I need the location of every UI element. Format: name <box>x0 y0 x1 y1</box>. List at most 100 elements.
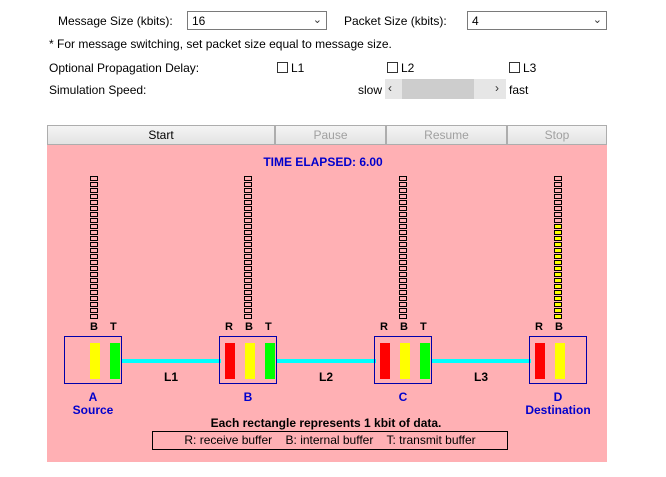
node-a-internal-buffer <box>90 343 100 379</box>
node-d-buffer-label-r: R <box>535 321 543 333</box>
queue-cell <box>244 248 252 253</box>
queue-cell <box>244 302 252 307</box>
queue-cell <box>554 296 562 301</box>
node-d-role: Destination <box>525 403 591 417</box>
queue-c <box>399 176 407 320</box>
queue-cell <box>554 212 562 217</box>
node-a-transmit-buffer <box>110 343 120 379</box>
queue-cell <box>554 290 562 295</box>
node-b-internal-buffer <box>245 343 255 379</box>
queue-cell <box>554 260 562 265</box>
node-c-receive-buffer <box>380 343 390 379</box>
node-d-letter: D <box>553 390 563 404</box>
resume-button[interactable]: Resume <box>386 125 507 145</box>
queue-cell <box>90 314 98 319</box>
propagation-delay-label: Optional Propagation Delay: <box>49 61 200 75</box>
queue-cell <box>399 296 407 301</box>
queue-cell <box>90 230 98 235</box>
queue-cell <box>90 236 98 241</box>
queue-cell <box>90 284 98 289</box>
l1-checkbox[interactable] <box>277 62 288 73</box>
l1-checkbox-label: L1 <box>291 61 305 75</box>
queue-cell <box>554 218 562 223</box>
node-c-buffer-label-b: B <box>400 321 408 333</box>
queue-cell <box>399 302 407 307</box>
queue-cell <box>244 224 252 229</box>
queue-cell <box>244 182 252 187</box>
stop-button[interactable]: Stop <box>507 125 607 145</box>
queue-cell <box>90 260 98 265</box>
chevron-down-icon: ⌄ <box>592 14 602 26</box>
speed-slow-label: slow <box>358 83 383 97</box>
queue-cell <box>90 254 98 259</box>
link-l1 <box>122 359 221 363</box>
queue-cell <box>244 200 252 205</box>
queue-cell <box>244 260 252 265</box>
node-c-buffer-label-t: T <box>420 321 427 333</box>
queue-cell <box>554 272 562 277</box>
start-button[interactable]: Start <box>47 125 275 145</box>
scroll-left-icon[interactable]: ‹ <box>388 81 392 95</box>
queue-d <box>554 176 562 320</box>
node-c-internal-buffer <box>400 343 410 379</box>
queue-cell <box>244 278 252 283</box>
queue-cell <box>399 308 407 313</box>
node-d-internal-buffer <box>555 343 565 379</box>
queue-cell <box>90 218 98 223</box>
queue-cell <box>90 206 98 211</box>
l3-checkbox-label: L3 <box>523 61 537 75</box>
speed-slider-thumb[interactable] <box>402 79 474 99</box>
queue-cell <box>244 296 252 301</box>
queue-cell <box>90 290 98 295</box>
link-l1-label: L1 <box>164 370 179 384</box>
queue-cell <box>244 254 252 259</box>
node-c-buffer-label-r: R <box>380 321 388 333</box>
queue-cell <box>90 248 98 253</box>
queue-cell <box>554 200 562 205</box>
pause-button[interactable]: Pause <box>275 125 386 145</box>
link-l3 <box>432 359 531 363</box>
node-a <box>64 336 122 384</box>
queue-cell <box>554 176 562 181</box>
node-a-role: Source <box>72 403 114 417</box>
message-size-label: Message Size (kbits): <box>58 14 173 28</box>
queue-b <box>244 176 252 320</box>
message-size-value: 16 <box>192 14 206 28</box>
queue-a <box>90 176 98 320</box>
queue-cell <box>399 224 407 229</box>
queue-cell <box>554 242 562 247</box>
speed-scrollbar[interactable]: ‹ › <box>385 79 506 99</box>
node-d <box>529 336 587 384</box>
packet-size-label: Packet Size (kbits): <box>344 14 447 28</box>
queue-cell <box>90 200 98 205</box>
queue-cell <box>399 260 407 265</box>
l3-checkbox[interactable] <box>509 62 520 73</box>
queue-cell <box>244 284 252 289</box>
queue-cell <box>244 314 252 319</box>
queue-cell <box>399 212 407 217</box>
queue-cell <box>554 224 562 229</box>
queue-cell <box>90 212 98 217</box>
kbit-caption: Each rectangle represents 1 kbit of data… <box>210 416 442 430</box>
node-c <box>374 336 432 384</box>
queue-cell <box>554 314 562 319</box>
queue-cell <box>399 176 407 181</box>
link-l2-label: L2 <box>319 370 334 384</box>
queue-cell <box>90 266 98 271</box>
message-size-select[interactable]: 16 ⌄ <box>187 11 327 30</box>
queue-cell <box>399 248 407 253</box>
message-switching-note: * For message switching, set packet size… <box>49 37 392 51</box>
queue-cell <box>554 254 562 259</box>
queue-cell <box>244 206 252 211</box>
queue-cell <box>554 308 562 313</box>
queue-cell <box>244 290 252 295</box>
packet-size-select[interactable]: 4 ⌄ <box>467 11 607 30</box>
queue-cell <box>554 236 562 241</box>
scroll-right-icon[interactable]: › <box>495 81 499 95</box>
buffer-legend: R: receive buffer B: internal buffer T: … <box>152 431 508 450</box>
queue-cell <box>554 194 562 199</box>
queue-cell <box>554 206 562 211</box>
queue-cell <box>399 272 407 277</box>
queue-cell <box>399 284 407 289</box>
l2-checkbox[interactable] <box>387 62 398 73</box>
